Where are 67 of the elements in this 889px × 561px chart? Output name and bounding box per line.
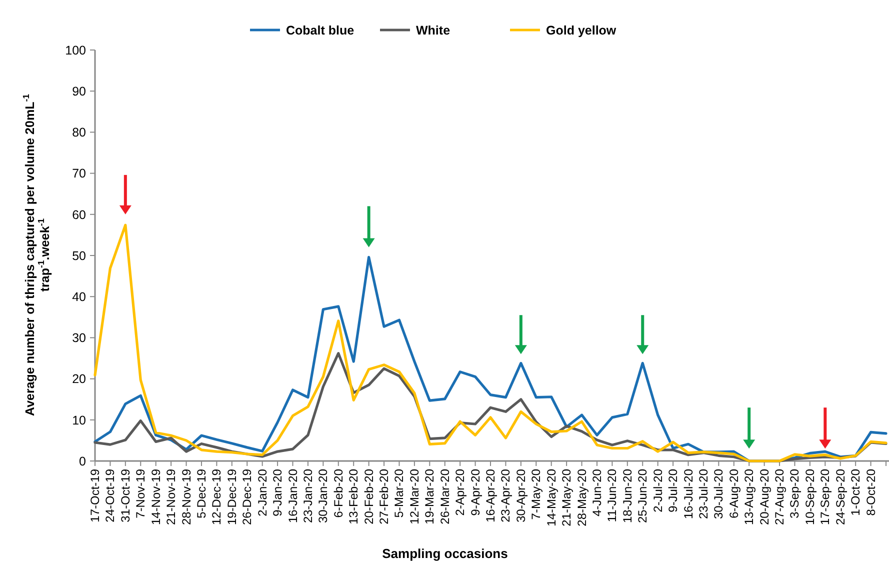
y-tick-label: 20: [72, 372, 86, 386]
y-tick-label: 100: [65, 43, 86, 58]
x-tick-label: 26-Mar-20: [438, 468, 452, 524]
x-tick-label: 21-May-20: [560, 468, 574, 526]
x-tick-label: 9-Jan-20: [270, 468, 285, 516]
x-axis-title: Sampling occasions: [382, 546, 508, 561]
x-tick-label: 9-Apr-20: [468, 468, 482, 516]
x-tick-label: 28-May-20: [574, 468, 589, 526]
x-tick-label: 24-Sep-20: [833, 468, 848, 526]
x-tick-label: 10-Sep-20: [802, 468, 817, 526]
x-tick-label: 21-Nov-19: [164, 468, 178, 526]
y-tick-label: 90: [72, 84, 86, 98]
legend-label: White: [416, 23, 450, 38]
x-tick-label: 2-Apr-20: [453, 468, 468, 516]
x-tick-label: 30-Jan-20: [316, 468, 330, 524]
x-tick-label: 13-Feb-20: [346, 468, 361, 524]
x-tick-label: 25-Jun-20: [636, 468, 650, 524]
x-tick-label: 6-Aug-20: [726, 468, 741, 518]
x-tick-label: 6-Feb-20: [331, 468, 346, 518]
x-tick-label: 3-Sep-20: [788, 468, 802, 518]
x-tick-label: 11-Jun-20: [605, 468, 620, 522]
x-tick-label: 7-Nov-19: [134, 468, 148, 518]
x-tick-label: 28-Nov-19: [179, 468, 194, 526]
x-tick-label: 23-Jan-20: [300, 468, 315, 524]
x-tick-label: 16-Jul-20: [681, 468, 696, 520]
x-tick-label: 12-Mar-20: [407, 468, 422, 524]
x-tick-label: 14-Nov-19: [148, 468, 163, 526]
x-tick-label: 17-Oct-19: [88, 468, 102, 522]
x-tick-label: 20-Feb-20: [362, 468, 376, 524]
x-tick-label: 24-Oct-19: [103, 468, 118, 522]
x-tick-label: 7-May-20: [529, 468, 544, 520]
x-tick-label: 2-Jul-20: [650, 468, 665, 512]
x-tick-label: 2-Jan-20: [255, 468, 270, 516]
x-tick-label: 13-Aug-20: [742, 468, 756, 526]
x-tick-label: 9-Jul-20: [666, 468, 680, 512]
x-tick-label: 26-Dec-19: [240, 468, 254, 526]
x-tick-label: 16-Jan-20: [286, 468, 300, 524]
x-tick-label: 5-Dec-19: [194, 468, 208, 518]
y-tick-label: 80: [72, 126, 86, 140]
y-tick-label: 0: [79, 454, 86, 468]
y-tick-label: 10: [72, 413, 86, 428]
x-tick-label: 8-Oct-20: [864, 468, 878, 516]
y-tick-label: 50: [72, 248, 86, 263]
legend-label: Cobalt blue: [286, 23, 354, 38]
x-tick-label: 12-Dec-19: [210, 468, 224, 526]
x-tick-label: 16-Apr-20: [484, 468, 498, 522]
x-tick-label: 19-Mar-20: [422, 468, 437, 524]
x-tick-label: 27-Feb-20: [377, 468, 392, 524]
x-tick-label: 17-Sep-20: [818, 468, 832, 526]
x-tick-label: 30-Apr-20: [514, 468, 528, 522]
y-tick-label: 40: [72, 290, 86, 304]
y-tick-label: 70: [72, 166, 86, 181]
x-tick-label: 30-Jul-20: [712, 468, 726, 520]
legend-label: Gold yellow: [546, 23, 616, 38]
x-tick-label: 5-Mar-20: [392, 468, 406, 518]
x-tick-label: 23-Apr-20: [498, 468, 513, 522]
x-tick-label: 20-Aug-20: [757, 468, 772, 526]
x-tick-label: 18-Jun-20: [620, 468, 634, 524]
y-tick-label: 30: [72, 331, 86, 346]
x-tick-label: 4-Jun-20: [590, 468, 604, 516]
x-tick-label: 19-Dec-19: [224, 468, 239, 526]
x-tick-label: 23-Jul-20: [696, 468, 710, 520]
x-tick-label: 27-Aug-20: [772, 468, 787, 526]
x-tick-label: 31-Oct-19: [118, 468, 132, 522]
y-tick-label: 60: [72, 208, 86, 222]
x-tick-label: 14-May-20: [544, 468, 558, 526]
x-tick-label: 1-Oct-20: [848, 468, 863, 516]
